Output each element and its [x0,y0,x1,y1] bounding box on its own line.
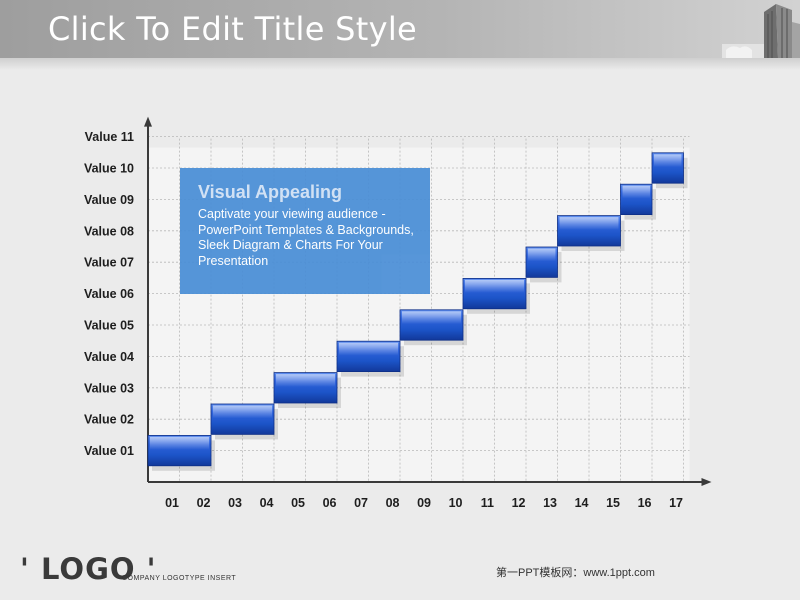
step-bar [147,434,215,471]
logo-subtitle: COMPANY LOGOTYPE INSERT [122,575,237,582]
callout-body[interactable]: Captivate your viewing audience - PowerP… [198,207,414,268]
y-tick-label: Value 08 [84,224,134,238]
y-tick-label: Value 02 [84,413,134,427]
step-bar-highlight [402,311,461,325]
step-bar [620,183,656,220]
footer-credit: 第一PPT模板网：www.1ppt.com [496,567,655,579]
callout-box: Visual Appealing Captivate your viewing … [180,168,430,294]
title-bar [0,0,800,58]
x-tick-label: 07 [354,496,368,510]
step-bar [210,403,278,440]
y-tick-label: Value 03 [84,381,134,395]
title-bar-shadow [0,58,800,70]
x-tick-label: 05 [291,496,305,510]
step-bar [525,246,562,283]
x-tick-label: 17 [669,496,683,510]
x-tick-label: 15 [606,496,620,510]
x-tick-label: 09 [417,496,431,510]
step-bar [399,309,467,346]
step-bar-highlight [528,248,556,262]
x-axis-arrow [701,478,712,486]
step-bar-highlight [339,342,398,356]
y-tick-label: Value 04 [84,350,134,364]
x-tick-label: 04 [260,496,274,510]
step-bar-highlight [276,374,335,387]
x-tick-label: 14 [575,496,589,510]
logo: ' LOGO ' [20,552,157,586]
x-tick-label: 01 [165,496,179,510]
x-tick-label: 13 [543,496,557,510]
x-tick-label: 16 [638,496,652,510]
step-bar-highlight [622,185,650,199]
y-tick-label: Value 11 [85,130,134,144]
x-tick-label: 12 [512,496,526,510]
x-tick-label: 11 [481,496,494,510]
step-bar-highlight [654,154,682,168]
x-tick-label: 03 [228,496,242,510]
building-icon [722,4,800,58]
step-bar-highlight [213,405,272,419]
step-bar [651,152,688,189]
step-bar-highlight [559,217,619,230]
x-tick-label: 02 [197,496,211,510]
y-tick-label: Value 09 [84,193,134,207]
step-bar-highlight [150,436,209,450]
y-tick-label: Value 07 [84,256,134,270]
y-tick-label: Value 06 [84,287,134,301]
step-bar [557,215,625,251]
y-tick-label: Value 10 [84,162,134,176]
x-tick-label: 08 [386,496,400,510]
callout-title[interactable]: Visual Appealing [198,182,343,202]
slide-title[interactable]: Click To Edit Title Style [48,10,418,48]
y-tick-label: Value 05 [84,319,134,333]
y-axis-arrow [144,116,152,127]
y-tick-label: Value 01 [84,444,134,458]
step-bar [273,372,341,408]
step-bar [462,277,530,314]
x-tick-label: 06 [323,496,337,510]
step-bar [336,340,404,377]
step-bar-highlight [465,279,524,293]
x-tick-label: 10 [449,496,463,510]
